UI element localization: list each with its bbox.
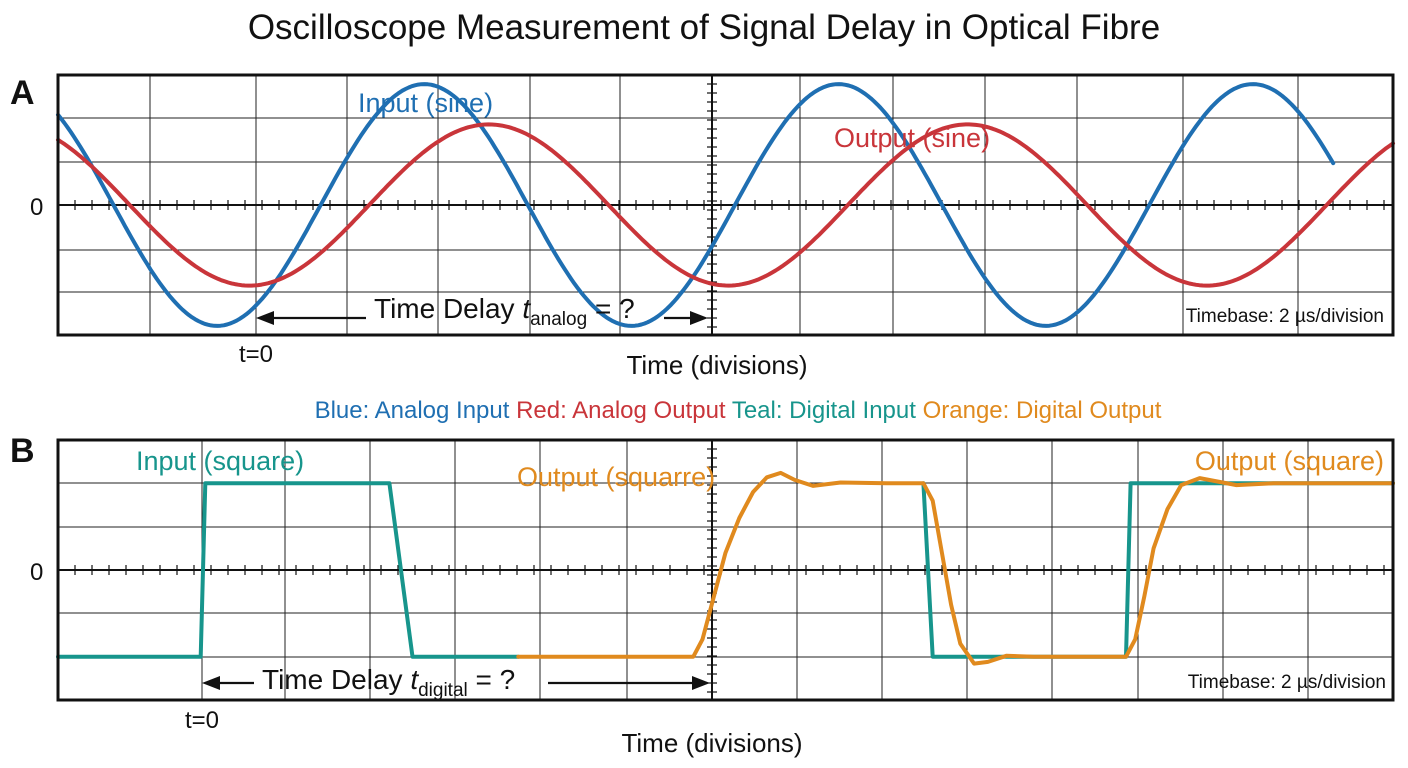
delay-arrowhead-right (692, 676, 710, 690)
trace-output-sine (56, 122, 1395, 288)
delay-arrowhead-left (256, 311, 274, 325)
panel-b-output-label-left: Output (squarre) (517, 462, 715, 492)
color-legend: Blue: Analog Input Red: Analog Output Te… (315, 397, 1162, 424)
panel-a-delay-annotation: Time Delay tanalog = ? (256, 293, 708, 330)
panel-a-axis-ticks (57, 74, 1393, 335)
panel-b-t0-label: t=0 (185, 707, 219, 734)
panel-a-zero-label: 0 (30, 194, 43, 221)
delay-arrowhead-left (202, 676, 220, 690)
legend-digital-output: Orange: Digital Output (923, 397, 1162, 424)
panel-a-timebase: Timebase: 2 µs/division (1186, 306, 1384, 327)
panel-a-letter: A (10, 74, 35, 112)
trace-output-squarre (516, 470, 1395, 666)
legend-analog-input: Blue: Analog Input (315, 397, 510, 424)
panel-b-output-label-right: Output (square) (1195, 446, 1384, 476)
panel-b-frame (56, 438, 1395, 702)
panel-a-t0-label: t=0 (239, 341, 273, 368)
panel-b-traces (56, 470, 1395, 666)
panel-a-traces (56, 82, 1395, 328)
panel-a-frame (56, 73, 1395, 337)
panel-b-zero-label: 0 (30, 559, 43, 586)
panel-a-input-label: Input (sine) (358, 88, 493, 118)
delay-arrowhead-right (690, 311, 708, 325)
panel-b-input-label: Input (square) (136, 446, 304, 476)
panel-a-x-axis-title: Time (divisions) (626, 350, 807, 380)
legend-digital-input: Teal: Digital Input (732, 397, 916, 424)
panel-b-delay-annotation: Time Delay tdigital = ? (202, 664, 710, 701)
panel-a: A 0 Input (sine) Output (sine) Time Dela… (10, 73, 1395, 380)
trace-input-square (56, 481, 521, 659)
chart-title: Oscilloscope Measurement of Signal Delay… (247, 8, 1161, 47)
panel-b-x-axis-title: Time (divisions) (621, 728, 802, 758)
panel-a-output-label: Output (sine) (834, 123, 990, 153)
panel-b-letter: B (10, 432, 35, 470)
panel-b-delay-text: Time Delay tdigital = ? (262, 664, 515, 701)
trace-input-sine (56, 82, 1336, 328)
panel-b-timebase: Timebase: 2 µs/division (1188, 672, 1386, 693)
panel-b: B 0 Input (square) Output (squarre) Outp… (10, 432, 1395, 758)
panel-a-delay-text: Time Delay tanalog = ? (374, 293, 635, 330)
panel-b-axis-ticks (57, 439, 1393, 700)
legend-analog-output: Red: Analog Output (516, 397, 726, 424)
